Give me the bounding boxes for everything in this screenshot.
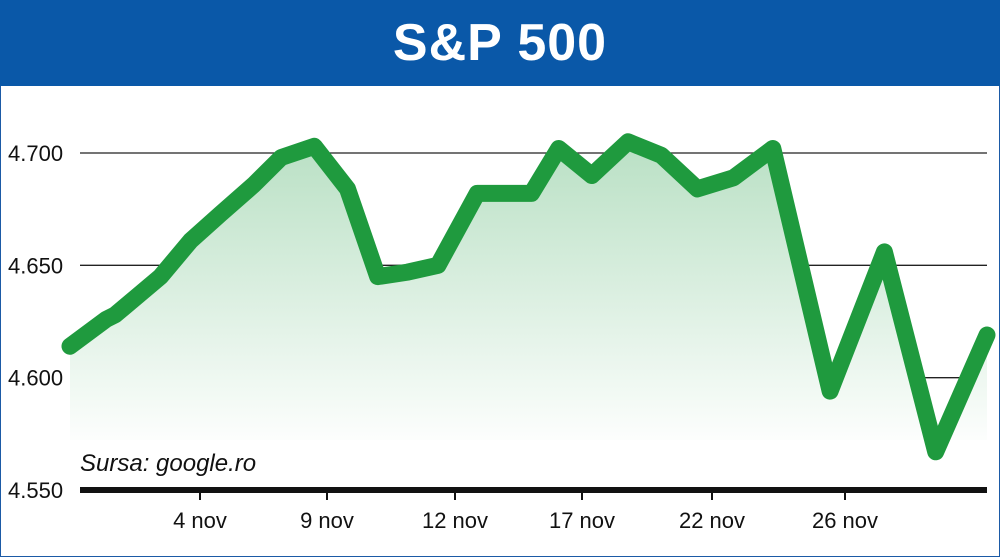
series-line [61,133,996,461]
x-tick-label: 4 nov [173,508,227,533]
x-tick-label: 26 nov [812,508,878,533]
chart-title: S&P 500 [392,14,608,72]
source-note: Sursa: google.ro [80,450,256,477]
y-axis: 4.550 4.600 4.650 4.700 [8,141,987,503]
y-tick-label: 4.700 [8,141,63,166]
x-tick-label: 9 nov [300,508,354,533]
x-tick-label: 12 nov [422,508,488,533]
y-tick-label: 4.600 [8,366,63,391]
x-tick-label: 17 nov [549,508,615,533]
x-axis: 4 nov 9 nov 12 nov 17 nov 22 nov 26 nov [173,490,878,533]
series-area [70,141,987,452]
y-tick-label: 4.650 [8,253,63,278]
x-tick-label: 22 nov [679,508,745,533]
title-bar: S&P 500 [0,0,1000,86]
y-tick-label: 4.550 [8,478,63,503]
